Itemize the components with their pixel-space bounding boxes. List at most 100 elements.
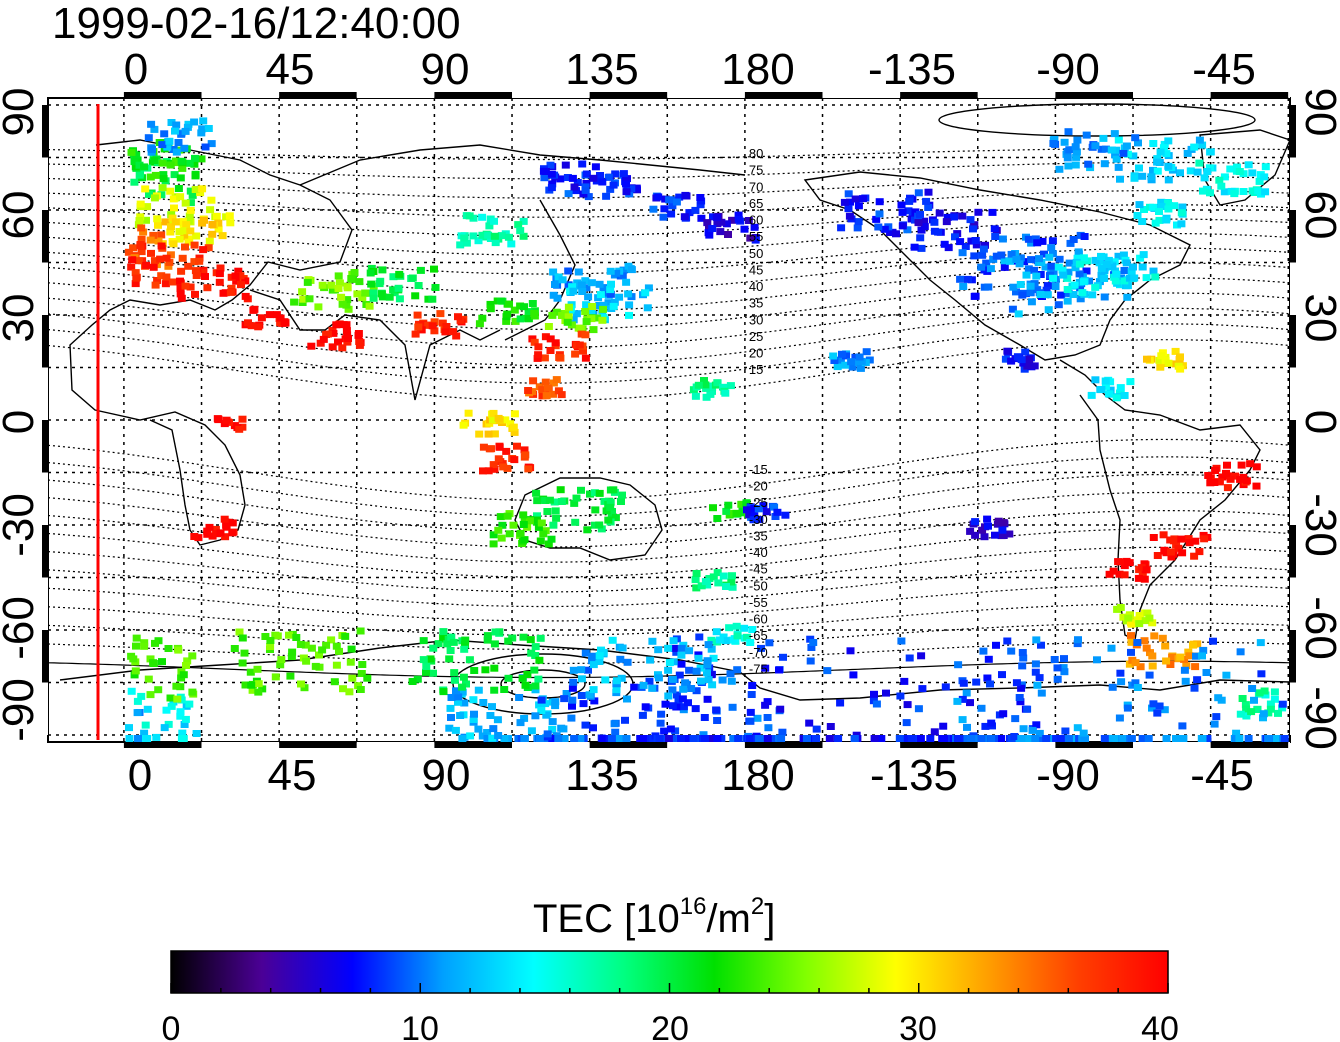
tec-sample [851, 195, 860, 203]
tec-sample [531, 652, 540, 659]
tec-sample [1091, 376, 1100, 384]
tec-sample [342, 327, 351, 335]
tec-sample [510, 306, 519, 314]
tec-sample [1151, 219, 1160, 227]
tec-sample [569, 287, 578, 295]
tec-sample [802, 735, 811, 742]
tec-sample [1135, 164, 1143, 172]
tec-sample [1042, 286, 1051, 294]
tec-sample [196, 189, 205, 197]
tec-sample [1176, 653, 1185, 661]
tec-sample [1059, 664, 1068, 672]
tec-sample [898, 222, 907, 230]
border-bar-top [1055, 92, 1134, 98]
tec-sample [456, 712, 465, 719]
tec-sample [201, 143, 210, 151]
tec-sample [158, 658, 166, 666]
tec-sample [1123, 293, 1132, 301]
contour-label: -45 [749, 562, 768, 577]
tec-sample [465, 212, 474, 220]
tec-sample [354, 682, 363, 690]
tec-sample [587, 279, 596, 287]
tec-sample [1202, 669, 1211, 676]
contour-label: 35 [749, 296, 763, 311]
tec-sample [557, 391, 566, 399]
tec-sample [727, 677, 736, 685]
tec-sample [606, 185, 615, 193]
tec-sample [750, 512, 759, 520]
tec-sample [746, 708, 755, 716]
bottom-lon-tick: -45 [1190, 751, 1254, 800]
tec-sample [728, 636, 737, 644]
tec-sample [141, 721, 150, 729]
tec-sample [1033, 239, 1042, 247]
tec-sample [159, 171, 168, 179]
tec-sample [1073, 136, 1082, 144]
tec-sample [1041, 263, 1050, 271]
tec-sample [1259, 714, 1267, 722]
tec-sample [623, 658, 632, 666]
tec-sample [1055, 255, 1064, 263]
tec-sample [141, 185, 150, 193]
tec-sample [577, 486, 585, 494]
tec-sample [1101, 377, 1110, 385]
tec-sample [655, 735, 664, 742]
tec-sample [458, 683, 466, 691]
tec-sample [509, 423, 518, 431]
tec-sample [190, 160, 199, 168]
colorbar-tick-label: 30 [899, 1010, 937, 1042]
tec-sample [577, 692, 586, 699]
tec-sample [197, 155, 206, 163]
tec-sample [345, 688, 354, 696]
tec-sample [181, 199, 190, 207]
tec-sample [140, 639, 149, 647]
border-bar-top [123, 92, 202, 98]
tec-sample [1024, 735, 1033, 742]
tec-sample [589, 661, 598, 669]
tec-sample [998, 671, 1006, 679]
tec-sample [495, 443, 504, 451]
top-lon-tick: 90 [421, 45, 470, 94]
tec-sample [186, 206, 195, 214]
tec-sample [625, 301, 634, 309]
tec-sample [837, 224, 846, 232]
tec-sample [777, 735, 786, 742]
tec-sample [875, 198, 884, 206]
tec-sample [643, 304, 652, 312]
tec-sample [454, 698, 462, 706]
tec-sample [311, 662, 320, 670]
tec-sample [854, 202, 863, 210]
tec-sample [1119, 251, 1128, 259]
tec-sample [1270, 695, 1279, 703]
border-bar-top [1133, 92, 1211, 98]
tec-sample [1192, 652, 1200, 660]
tec-sample [1164, 199, 1172, 207]
tec-sample [1147, 173, 1156, 181]
tec-sample [848, 363, 857, 371]
tec-sample [588, 657, 597, 665]
tec-sample [499, 463, 508, 471]
tec-sample [703, 669, 711, 677]
tec-sample [1149, 267, 1158, 275]
border-bar-bottom [1055, 742, 1134, 748]
tec-sample [534, 675, 543, 683]
tec-sample [997, 251, 1006, 259]
tec-sample [130, 178, 139, 186]
tec-sample [1063, 297, 1072, 305]
tec-sample [165, 258, 174, 266]
tec-sample [967, 735, 976, 742]
tec-sample [1239, 188, 1248, 195]
tec-sample [618, 491, 626, 499]
tec-sample [1195, 159, 1204, 167]
tec-sample [990, 225, 999, 233]
tec-sample [703, 657, 712, 665]
contour-label: 55 [749, 229, 763, 244]
tec-sample [411, 292, 420, 300]
tec-sample [862, 348, 871, 356]
tec-sample [930, 728, 939, 736]
tec-sample [1195, 136, 1204, 144]
tec-sample [538, 392, 547, 400]
tec-sample [494, 732, 503, 739]
tec-sample [302, 657, 311, 665]
tec-sample [213, 415, 222, 423]
